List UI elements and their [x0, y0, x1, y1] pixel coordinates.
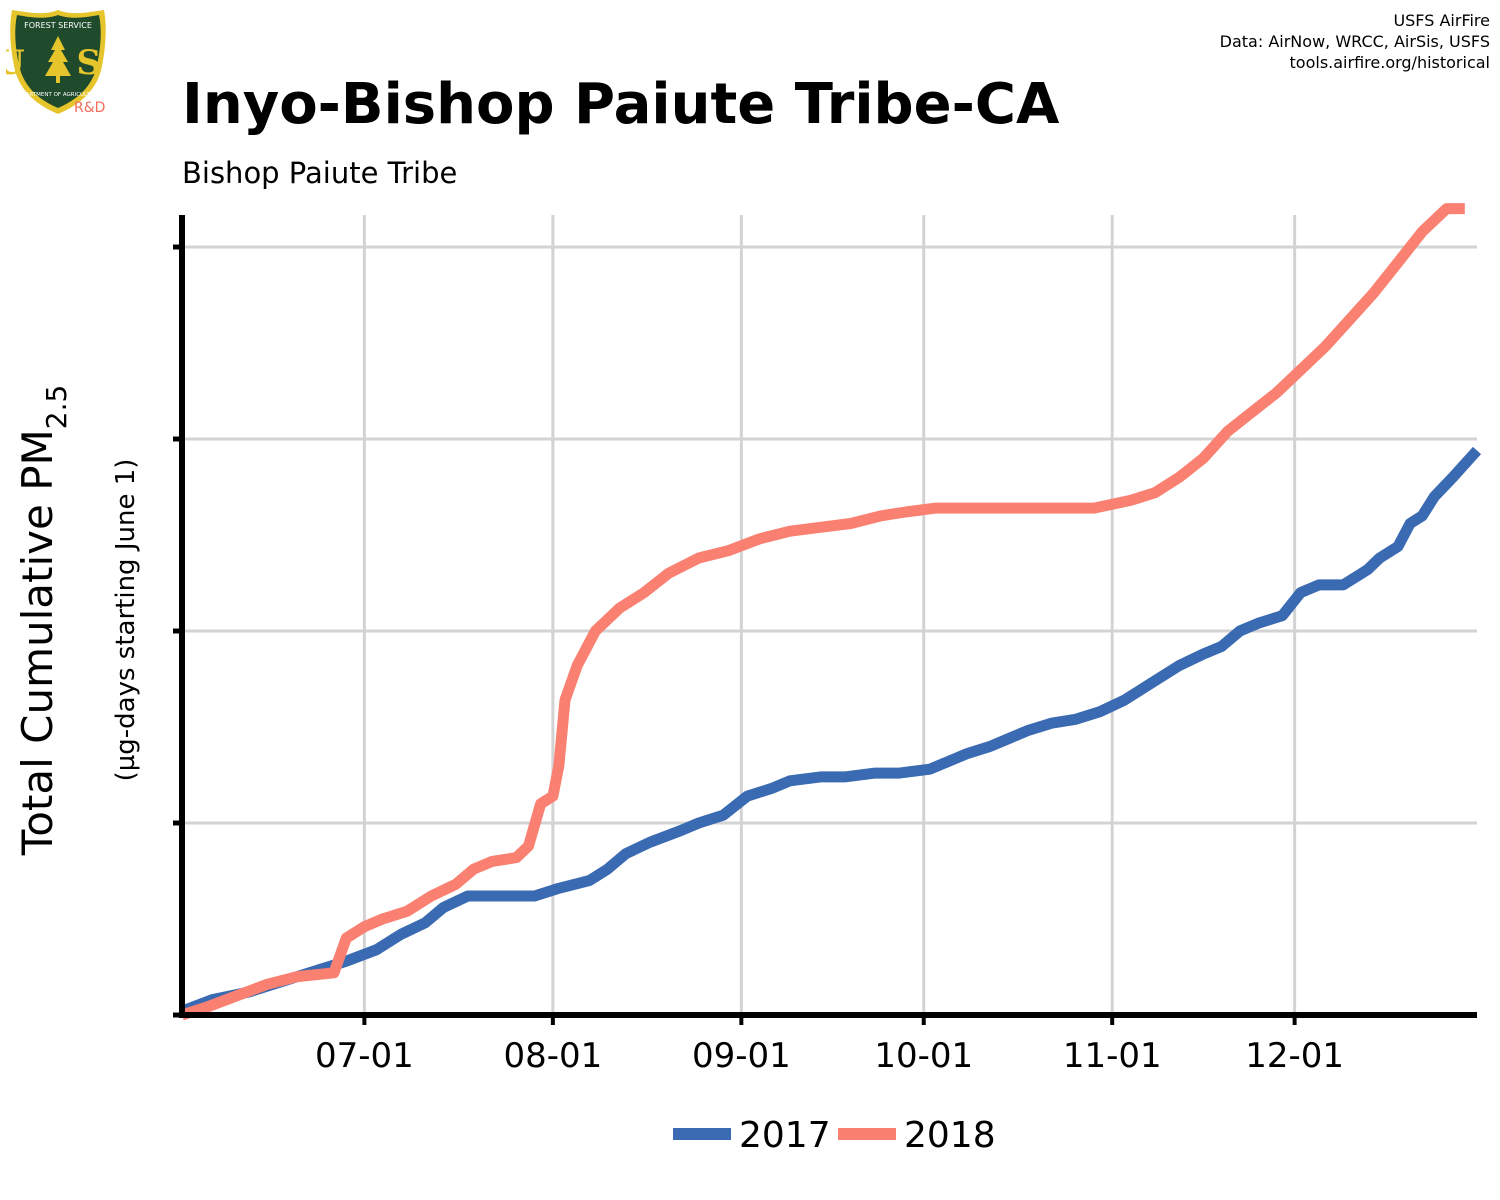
credit-line: Data: AirNow, WRCC, AirSis, USFS: [1219, 32, 1490, 51]
logo-badge: R&D: [74, 100, 106, 116]
x-tick-label: 09-01: [692, 1036, 791, 1076]
credits: USFS AirFire Data: AirNow, WRCC, AirSis,…: [1220, 10, 1490, 73]
y-axis-label-subscript: 2.5: [40, 385, 73, 430]
x-tick-label: 08-01: [503, 1036, 602, 1076]
x-tick-label: 11-01: [1063, 1036, 1162, 1076]
forest-service-logo: FOREST SERVICE U S DEPARTMENT OF AGRICUL…: [0, 6, 110, 118]
y-axis-label: Total Cumulative PM2.5: [13, 385, 73, 857]
x-tick-label: 10-01: [874, 1036, 973, 1076]
legend: 2017 2018: [673, 1115, 996, 1156]
chart-title: Inyo-Bishop Paiute Tribe-CA: [182, 72, 1060, 137]
tree-icon: [45, 36, 71, 76]
logo-bottom-text: DEPARTMENT OF AGRICULTURE: [15, 92, 102, 98]
logo-top-text: FOREST SERVICE: [24, 21, 92, 30]
x-tick-label: 07-01: [315, 1036, 414, 1076]
x-tick-labels: 07-01 08-01 09-01 10-01 11-01 12-01: [315, 1036, 1344, 1076]
axes: [173, 215, 1477, 1025]
legend-label-2018: 2018: [904, 1115, 996, 1156]
series-lines: [180, 203, 1482, 1021]
legend-label-2017: 2017: [739, 1115, 831, 1156]
series-line-2017: [180, 446, 1482, 1017]
y-axis-label-main: Total Cumulative PM: [13, 429, 62, 856]
x-tick-label: 12-01: [1245, 1036, 1344, 1076]
credit-line: USFS AirFire: [1393, 11, 1490, 30]
logo-letters: U S: [6, 43, 110, 83]
series-line-2018: [180, 203, 1465, 1021]
y-axis-units-label: (µg-days starting June 1): [111, 459, 141, 782]
grid: [182, 215, 1477, 1015]
chart-subtitle: Bishop Paiute Tribe: [182, 156, 458, 190]
forest-service-shield-icon: FOREST SERVICE U S DEPARTMENT OF AGRICUL…: [0, 10, 110, 114]
credit-line: tools.airfire.org/historical: [1289, 53, 1490, 72]
